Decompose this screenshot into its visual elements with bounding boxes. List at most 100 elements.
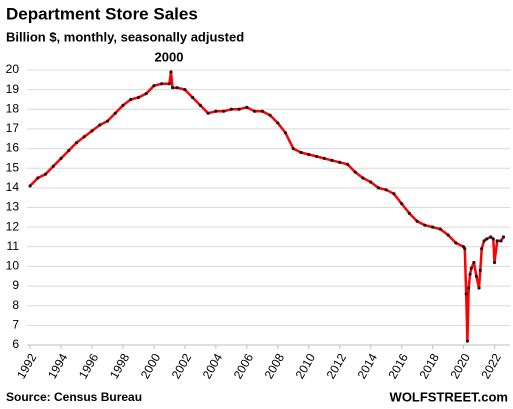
data-point — [361, 176, 365, 180]
y-tick-label: 7 — [12, 318, 19, 332]
data-point — [485, 237, 489, 241]
data-point — [492, 260, 497, 265]
x-tick-label: 2016 — [386, 351, 412, 381]
data-point — [495, 239, 499, 243]
data-point — [237, 107, 241, 111]
data-point — [160, 82, 164, 86]
data-point — [314, 154, 319, 159]
x-tick-label: 1998 — [107, 351, 133, 381]
data-point — [499, 239, 503, 243]
data-point — [415, 219, 419, 223]
x-tick-label: 2010 — [293, 351, 319, 381]
data-point — [464, 292, 468, 296]
data-point — [198, 103, 202, 107]
y-tick-label: 15 — [6, 160, 20, 174]
x-tick-label: 2000 — [138, 351, 164, 381]
data-point — [252, 109, 257, 113]
data-point — [206, 111, 210, 115]
data-point — [338, 160, 342, 164]
x-tick-label: 2008 — [262, 351, 288, 381]
data-point — [322, 156, 326, 160]
x-tick-label: 2022 — [478, 351, 504, 381]
brand: WOLFSTREET.com — [390, 389, 508, 404]
data-point — [430, 225, 435, 229]
data-point — [229, 107, 233, 111]
data-line — [29, 70, 505, 343]
data-point — [369, 180, 373, 184]
data-point — [469, 266, 473, 270]
x-tick-label: 2006 — [231, 351, 257, 381]
data-point — [90, 129, 94, 133]
data-point — [245, 105, 249, 109]
data-point — [121, 103, 125, 107]
data-point — [74, 141, 79, 145]
x-tick-label: 1992 — [14, 351, 40, 381]
data-point — [330, 158, 334, 162]
data-point — [482, 239, 486, 243]
data-point — [98, 123, 102, 127]
x-tick-label: 2002 — [169, 351, 195, 381]
y-tick-label: 14 — [6, 180, 20, 194]
y-tick-label: 17 — [6, 121, 20, 135]
data-point — [376, 186, 381, 190]
data-point — [307, 152, 311, 157]
chart-subtitle: Billion $, monthly, seasonally adjusted — [6, 29, 244, 44]
data-point — [291, 146, 295, 151]
data-point — [136, 95, 141, 100]
data-point — [276, 121, 280, 125]
data-point — [67, 148, 71, 153]
data-point — [392, 192, 396, 196]
data-point — [152, 84, 156, 88]
data-point — [175, 86, 179, 90]
data-point — [43, 172, 48, 176]
data-point — [183, 88, 187, 92]
data-point — [345, 162, 350, 166]
data-point — [407, 211, 411, 215]
data-point — [191, 95, 195, 100]
data-point — [501, 235, 506, 239]
y-tick-label: 11 — [7, 239, 20, 253]
y-tick-label: 8 — [12, 298, 19, 312]
x-tick-label: 2004 — [200, 351, 226, 381]
x-tick-label: 1996 — [76, 351, 102, 381]
data-point — [480, 247, 484, 251]
data-point — [454, 241, 458, 245]
data-point — [446, 233, 450, 237]
data-point — [463, 247, 467, 251]
data-point — [170, 86, 175, 90]
data-point — [169, 70, 173, 74]
y-tick-label: 12 — [6, 219, 20, 233]
data-point — [113, 111, 117, 115]
y-tick-label: 10 — [6, 259, 20, 273]
source-note: Source: Census Bureau — [6, 390, 142, 404]
data-point — [478, 268, 482, 272]
data-point — [222, 109, 226, 113]
y-tick-label: 13 — [6, 200, 20, 214]
y-tick-label: 6 — [12, 337, 19, 351]
data-point — [472, 260, 476, 265]
data-point — [260, 109, 264, 113]
data-point — [468, 272, 472, 276]
x-tick-label: 2014 — [355, 351, 381, 381]
data-point — [59, 156, 63, 160]
data-point — [283, 131, 288, 135]
data-point — [384, 188, 388, 192]
x-tick-label: 2012 — [324, 351, 350, 381]
data-point — [105, 119, 110, 123]
x-tick-label: 1994 — [45, 351, 71, 381]
data-point — [36, 176, 40, 180]
x-tick-label: 2018 — [416, 351, 442, 381]
data-point — [51, 164, 55, 168]
data-point — [167, 82, 172, 86]
data-point — [465, 339, 470, 343]
y-tick-label: 9 — [12, 278, 19, 292]
y-tick-label: 16 — [6, 141, 20, 155]
data-point — [299, 150, 303, 155]
data-point — [82, 135, 86, 139]
data-point — [423, 223, 427, 227]
y-tick-label: 19 — [6, 82, 20, 96]
chart-title: Department Store Sales — [6, 4, 198, 23]
y-tick-label: 18 — [6, 101, 20, 115]
data-point — [144, 91, 148, 96]
